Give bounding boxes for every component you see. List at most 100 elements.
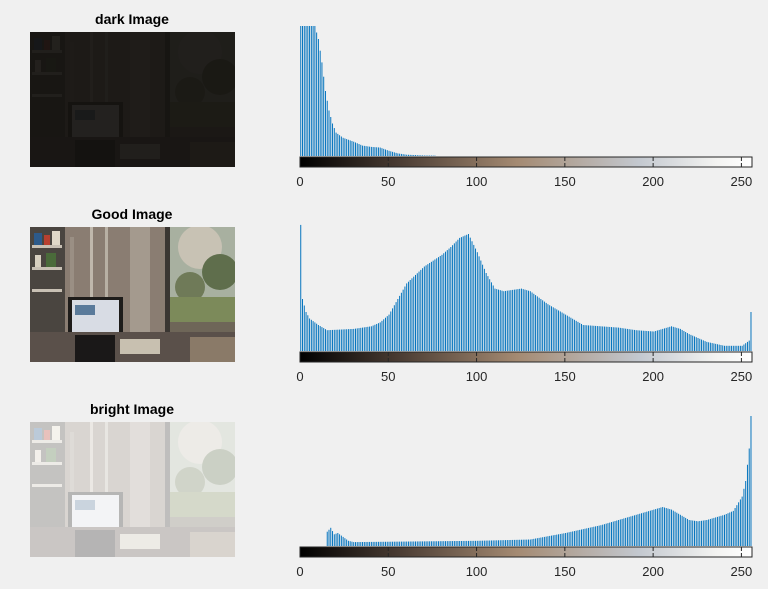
histogram-bar — [326, 531, 328, 546]
histogram-bar — [385, 541, 386, 546]
histogram-bar — [570, 531, 572, 546]
histogram-bar — [573, 531, 575, 546]
histogram-bar — [676, 512, 678, 546]
histogram-bar — [337, 133, 339, 156]
histogram-bar — [718, 344, 720, 351]
histogram-bar — [522, 539, 524, 546]
histogram-bar — [427, 264, 429, 351]
bright-image-thumbnail — [30, 420, 238, 557]
histogram-bar — [746, 341, 748, 351]
histogram-bar — [335, 329, 337, 351]
histogram-bar — [593, 526, 595, 546]
histogram-bar — [411, 278, 413, 351]
histogram-bar — [508, 540, 510, 546]
histogram-bar — [738, 345, 740, 351]
histogram-bar — [383, 148, 385, 156]
histogram-bar — [499, 290, 501, 351]
histogram-bar — [669, 326, 671, 351]
histogram-bar — [353, 141, 355, 156]
histogram-bar — [328, 330, 330, 351]
histogram-bar — [651, 510, 653, 546]
histogram-bar — [457, 541, 459, 546]
histogram-bar — [342, 137, 344, 156]
histogram-bar — [340, 136, 342, 156]
histogram-bar — [512, 539, 514, 546]
histogram-bar — [439, 255, 441, 351]
histogram-bar — [633, 515, 635, 546]
histogram-bar — [651, 331, 653, 351]
histogram-bars — [300, 224, 752, 351]
histogram-bar — [558, 310, 560, 351]
histogram-bar — [441, 541, 443, 546]
histogram-bar — [750, 416, 752, 546]
histogram-bar — [363, 145, 365, 156]
histogram-bar — [314, 322, 316, 351]
histogram-bar — [307, 26, 309, 156]
histogram-bar — [595, 526, 597, 546]
histogram-bar — [554, 534, 556, 546]
histogram-bar — [741, 496, 743, 546]
histogram-bar — [706, 520, 708, 546]
histogram-bar — [697, 338, 699, 351]
histogram-bar — [418, 271, 420, 351]
histogram-bar — [459, 237, 461, 351]
histogram-bar — [437, 257, 439, 351]
histogram-bar — [425, 155, 427, 156]
histogram-bar — [406, 283, 408, 351]
histogram-bar — [554, 308, 556, 351]
histogram-bar — [648, 331, 650, 351]
histogram-bar — [665, 508, 667, 546]
histogram-bar — [443, 541, 445, 546]
histogram-bar — [369, 326, 371, 351]
histogram-bar — [724, 345, 725, 351]
histogram-bar — [422, 268, 424, 351]
histogram-bar — [658, 508, 660, 546]
histogram-bar — [415, 541, 416, 546]
intensity-colorbar — [299, 156, 753, 168]
histogram-bar — [377, 323, 379, 351]
dark-image-thumbnail — [30, 30, 238, 167]
histogram-bar — [430, 541, 432, 546]
histogram-bar — [360, 144, 362, 156]
histogram-bar — [531, 539, 533, 546]
histogram-bar — [584, 325, 586, 351]
histogram-bar — [565, 314, 567, 351]
histogram-bar — [596, 525, 598, 546]
histogram-bar — [496, 540, 498, 546]
histogram-bar — [300, 26, 302, 156]
histogram-bar — [422, 155, 424, 156]
histogram-bar — [485, 273, 487, 351]
histogram-bar — [377, 541, 379, 546]
histogram-axes: 0 50 100 150 200 250 — [296, 416, 753, 579]
histogram-bar — [487, 540, 489, 546]
histogram-bar — [469, 540, 471, 546]
histogram-bar — [303, 305, 305, 351]
histogram-bar — [490, 282, 492, 351]
histogram-bar — [722, 515, 724, 546]
histogram-bar — [713, 517, 715, 546]
histogram-bar — [674, 511, 676, 546]
histogram-bar — [724, 514, 725, 546]
histogram-bar — [425, 265, 427, 351]
histogram-bar — [355, 142, 356, 156]
histogram-bar — [639, 513, 641, 546]
histogram-bar — [427, 541, 429, 546]
histogram-bar — [533, 293, 535, 351]
histogram-bar — [445, 251, 447, 351]
histogram-bar — [520, 539, 522, 546]
histogram-bar — [376, 323, 378, 351]
histogram-bar — [310, 319, 312, 351]
histogram-bar — [450, 541, 452, 546]
histogram-bar — [374, 541, 376, 546]
histogram-bar — [709, 342, 711, 351]
histogram-bar — [379, 541, 381, 546]
histogram-bar — [333, 128, 335, 156]
histogram-bar — [346, 539, 348, 546]
x-tick-label: 200 — [642, 564, 664, 579]
histogram-bar — [448, 248, 450, 351]
histogram-bar — [750, 312, 752, 351]
histogram-bar — [686, 333, 688, 351]
histogram-bar — [475, 248, 477, 351]
histogram-bar — [469, 237, 471, 351]
histogram-bar — [630, 516, 632, 546]
